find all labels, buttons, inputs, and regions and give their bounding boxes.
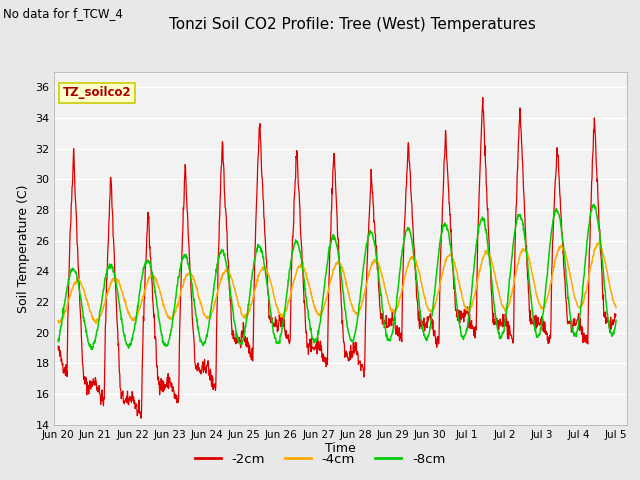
Text: TZ_soilco2: TZ_soilco2	[63, 86, 132, 99]
Text: Tonzi Soil CO2 Profile: Tree (West) Temperatures: Tonzi Soil CO2 Profile: Tree (West) Temp…	[168, 17, 536, 32]
Legend: -2cm, -4cm, -8cm: -2cm, -4cm, -8cm	[189, 447, 451, 471]
Text: No data for f_TCW_4: No data for f_TCW_4	[3, 7, 123, 20]
Y-axis label: Soil Temperature (C): Soil Temperature (C)	[17, 184, 29, 312]
X-axis label: Time: Time	[325, 443, 356, 456]
